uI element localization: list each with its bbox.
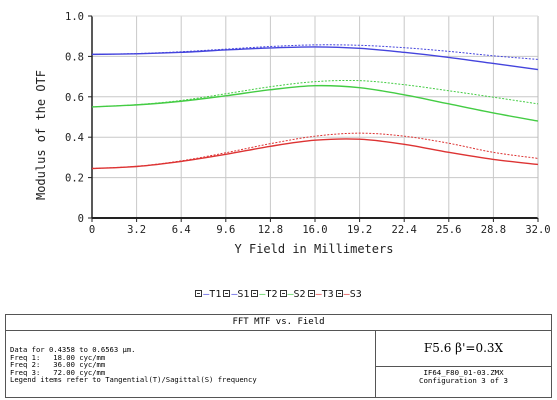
info-details: Data for 0.4358 to 0.6563 µm. Freq 1: 18.… [10, 346, 370, 384]
freq3-text: Freq 3: 72.00 cyc/mm [10, 367, 106, 377]
y-tick-label: 0.8 [65, 51, 84, 63]
legend-item-t2: —T2 [251, 289, 278, 300]
configuration-text: Configuration 3 of 3 [419, 376, 508, 385]
legend-swatch-icon [307, 290, 315, 297]
chart-series [91, 44, 539, 170]
info-divider [375, 330, 376, 397]
x-tick-label: 22.4 [392, 224, 417, 236]
y-tick-label: 1.0 [65, 11, 84, 23]
x-tick-label: 19.2 [347, 224, 372, 236]
y-tick-label: 0.4 [65, 132, 84, 144]
y-tick-label: 0.2 [65, 173, 84, 185]
info-title: FFT MTF vs. Field [6, 315, 551, 331]
legend-label: T2 [265, 289, 278, 300]
legend-line-sample: — [259, 289, 266, 300]
lens-spec: F5.6 β'=0.3X [376, 330, 551, 367]
freq2-text: Freq 2: 36.00 cyc/mm [10, 360, 106, 370]
legend-label: S1 [237, 289, 250, 300]
y-tick-labels: 0 0.2 0.4 0.6 0.8 1.0 [65, 11, 84, 225]
series-line-t3 [91, 138, 539, 170]
chart-legend: —T1 —S1 —T2 —S2 —T3 —S3 [0, 289, 557, 300]
legend-line-sample: — [315, 289, 322, 300]
x-tick-label: 0 [89, 224, 95, 236]
x-tick-label: 9.6 [216, 224, 235, 236]
x-tick-label: 25.6 [436, 224, 461, 236]
series-line-s2 [91, 79, 539, 108]
freq1-text: Freq 1: 18.00 cyc/mm [10, 352, 106, 362]
legend-item-s3: —S3 [335, 289, 362, 300]
legend-swatch-icon [251, 290, 259, 297]
mtf-chart: 0 3.2 6.4 9.6 12.8 16.0 19.2 22.4 25.6 28.8 32.0 0… [34, 11, 551, 256]
legend-swatch-icon [223, 290, 231, 297]
legend-swatch-icon [279, 290, 287, 297]
x-tick-label: 12.8 [258, 224, 283, 236]
series-line-t2 [91, 84, 539, 122]
legend-line-sample: — [231, 289, 238, 300]
legend-note-text: Legend items refer to Tangential(T)/Sagi… [10, 375, 257, 385]
y-tick-label: 0.6 [65, 92, 84, 104]
series-line-t1 [91, 46, 539, 71]
legend-label: T1 [209, 289, 222, 300]
legend-item-t1: —T1 [195, 289, 221, 300]
legend-label: S3 [349, 289, 362, 300]
x-tick-label: 28.8 [481, 224, 506, 236]
legend-item-s2: —S2 [279, 289, 306, 300]
legend-label: T3 [321, 289, 334, 300]
file-name: IF64_F80_01-03.ZMX [423, 368, 504, 377]
legend-item-s1: —S1 [223, 289, 249, 300]
y-tick-label: 0 [78, 213, 84, 225]
x-tick-label: 6.4 [172, 224, 191, 236]
legend-line-sample: — [343, 289, 350, 300]
legend-line-sample: — [287, 289, 294, 300]
x-tick-label: 3.2 [127, 224, 146, 236]
x-tick-labels: 0 3.2 6.4 9.6 12.8 16.0 19.2 22.4 25.6 28.8 32.0 [89, 224, 551, 236]
chart-axes [88, 15, 539, 222]
data-range-text: Data for 0.4358 to 0.6563 µm. [10, 345, 136, 354]
x-axis-label: Y Field in Millimeters [235, 242, 394, 256]
x-tick-label: 16.0 [302, 224, 327, 236]
x-tick-label: 32.0 [525, 224, 550, 236]
info-box: FFT MTF vs. Field Data for 0.4358 to 0.6… [5, 314, 552, 398]
legend-item-t3: —T3 [307, 289, 334, 300]
legend-swatch-icon [195, 290, 203, 297]
y-axis-label: Modulus of the OTF [34, 70, 48, 200]
file-info: IF64_F80_01-03.ZMX Configuration 3 of 3 [376, 369, 551, 385]
legend-line-sample: — [203, 289, 210, 300]
legend-swatch-icon [335, 290, 343, 297]
series-line-s3 [91, 132, 539, 170]
legend-label: S2 [293, 289, 306, 300]
